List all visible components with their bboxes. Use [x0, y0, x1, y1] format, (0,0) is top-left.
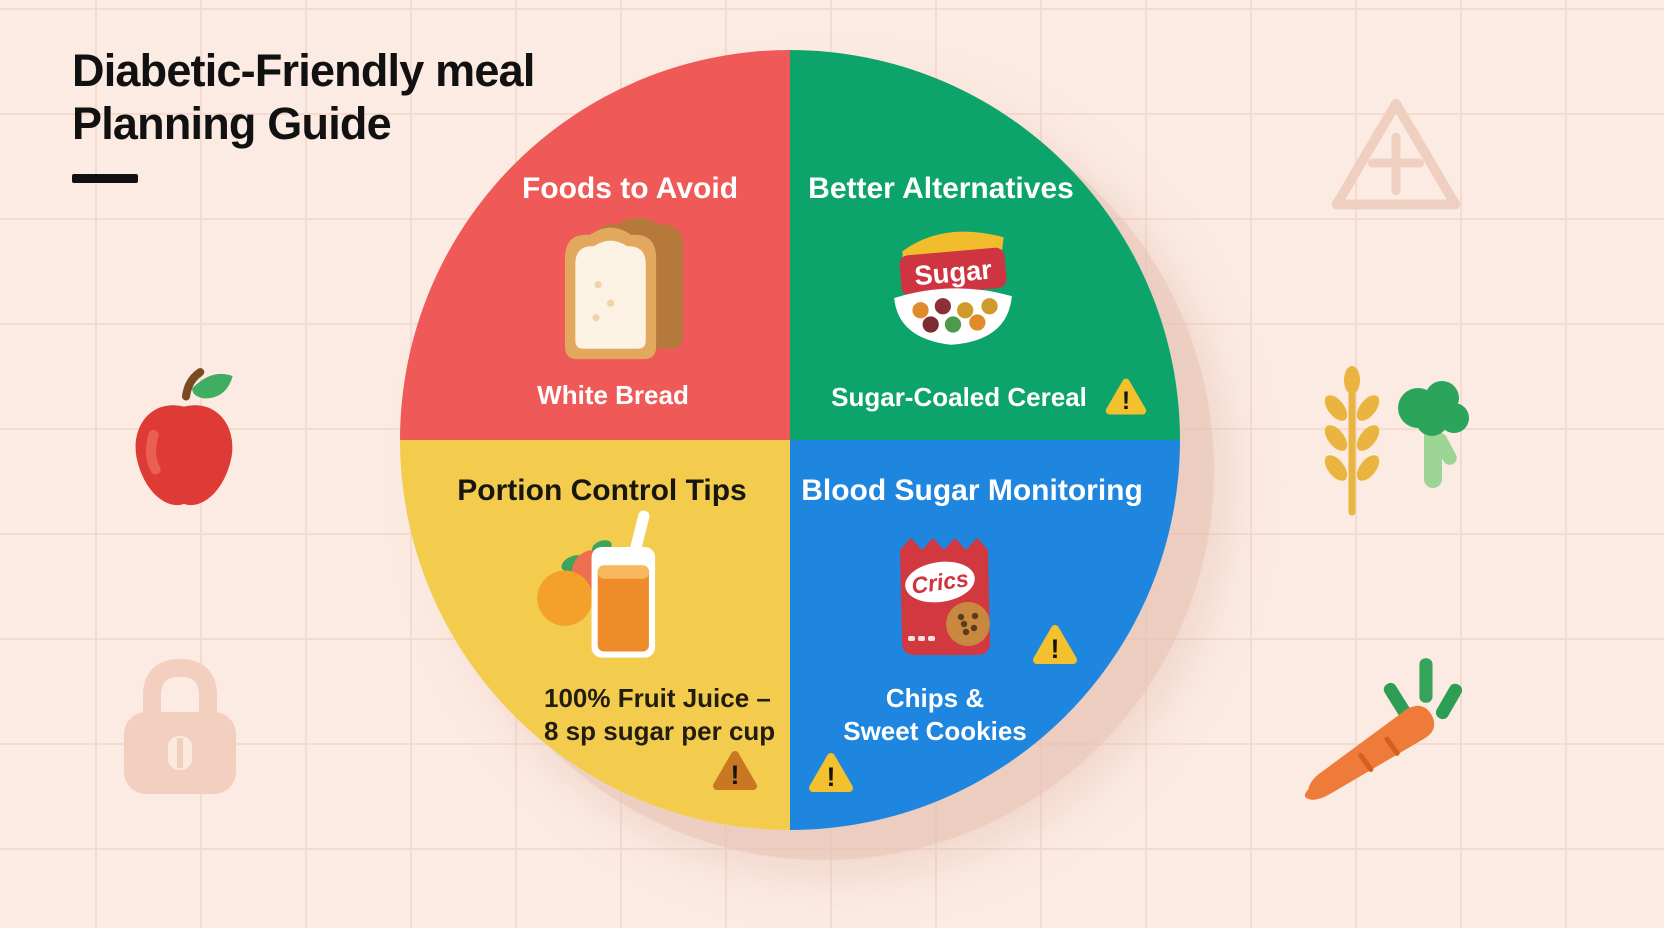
- warning-icon: !: [710, 746, 760, 796]
- quadrant-heading: Portion Control Tips: [457, 474, 747, 507]
- quadrant-heading: Blood Sugar Monitoring: [801, 474, 1143, 507]
- food-item-label: Sugar-Coaled Cereal: [831, 381, 1087, 412]
- svg-text:!: !: [1051, 634, 1060, 664]
- svg-text:!: !: [827, 762, 836, 792]
- title-line-1: Diabetic-Friendly meal: [72, 45, 535, 96]
- chips-bag-icon: Crics: [878, 516, 1014, 672]
- title-line-2: Planning Guide: [72, 98, 392, 150]
- fruit-juice-icon: [526, 510, 694, 670]
- carrot-icon: [1296, 648, 1474, 806]
- warning-icon: !: [1103, 374, 1149, 420]
- food-item-label: Chips & Sweet Cookies: [790, 682, 1080, 748]
- broccoli-icon: [1384, 368, 1480, 510]
- food-item-row: Sugar-Coaled Cereal !: [820, 374, 1160, 420]
- svg-text:!: !: [1122, 388, 1130, 415]
- label-line: Sweet Cookies: [843, 715, 1027, 746]
- warning-icon: !: [1030, 620, 1080, 670]
- white-bread-icon: [536, 218, 712, 374]
- label-line: Chips &: [885, 683, 985, 713]
- quadrant-better-alternatives: Better Alternatives Sugar: [790, 50, 1180, 440]
- hazard-triangle-outline-icon: [1316, 80, 1476, 238]
- food-item-label: White Bread: [537, 380, 689, 410]
- padlock-icon: [100, 652, 260, 804]
- quadrant-blood-sugar-monitoring: Blood Sugar Monitoring Crics: [790, 440, 1180, 830]
- cereal-brand-text: Sugar: [913, 254, 993, 292]
- food-item-label: 100% Fruit Juice – 8 sp sugar per cup: [544, 682, 775, 748]
- title-block: Diabetic-Friendly meal Planning Guide: [72, 44, 535, 184]
- wheat-icon: [1306, 360, 1398, 520]
- svg-text:!: !: [731, 760, 740, 790]
- quadrant-heading: Foods to Avoid: [521, 172, 739, 205]
- label-line: 8 sp sugar per cup: [544, 715, 776, 746]
- meal-guide-wheel: Foods to Avoid White Bread Better Altern…: [400, 50, 1180, 830]
- sugar-cereal-icon: Sugar: [884, 216, 1022, 366]
- page-title: Diabetic-Friendly meal Planning Guide: [72, 44, 535, 150]
- quadrant-heading: Better Alternatives: [808, 172, 1074, 205]
- quadrant-portion-control: Portion Control Tips 100% Fruit Juice – …: [400, 440, 790, 830]
- label-line: 100% Fruit Juice –: [544, 683, 771, 713]
- quadrant-foods-to-avoid: Foods to Avoid White Bread: [400, 50, 790, 440]
- apple-icon: [114, 362, 254, 516]
- warning-icon: !: [806, 748, 856, 798]
- title-underline: [72, 174, 138, 184]
